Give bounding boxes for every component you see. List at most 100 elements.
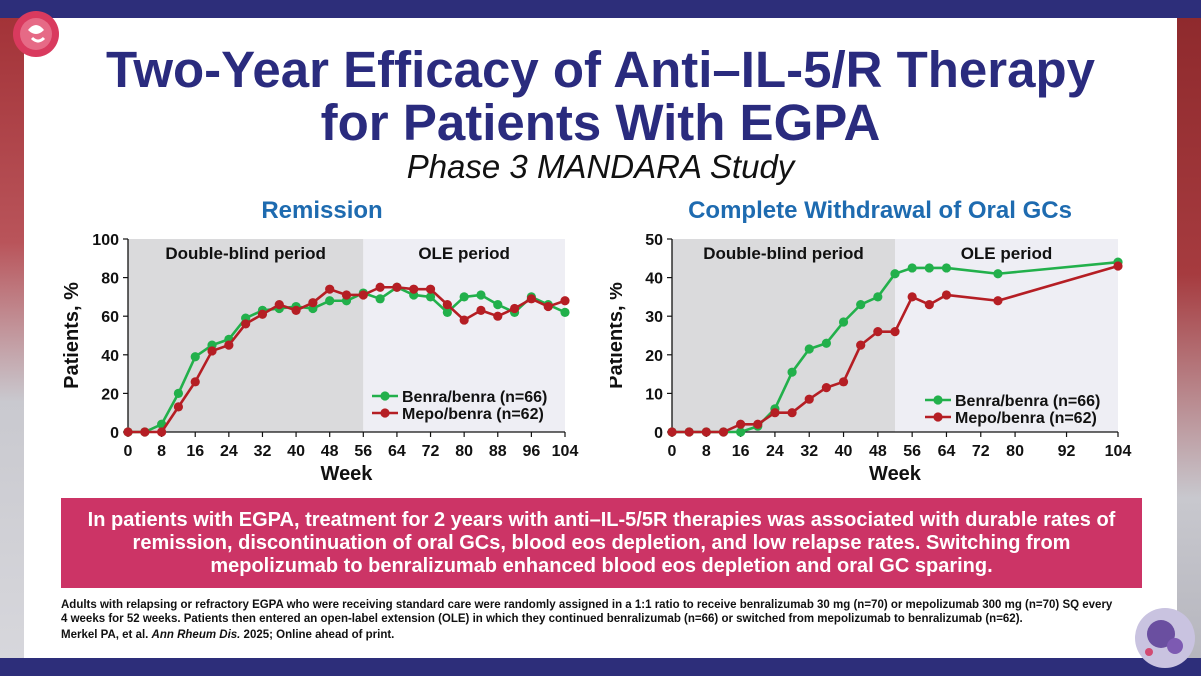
x-tick-label: 56 xyxy=(903,443,921,460)
region-ole xyxy=(363,239,565,432)
x-tick-label: 96 xyxy=(522,443,540,460)
left-decoration xyxy=(0,18,24,658)
data-point-mepo xyxy=(718,427,729,437)
data-point-benra xyxy=(787,367,797,377)
x-tick-label: 0 xyxy=(668,443,677,460)
x-tick-label: 104 xyxy=(552,443,579,460)
data-point-mepo xyxy=(392,282,402,292)
x-tick-label: 16 xyxy=(732,443,750,460)
y-tick-label: 40 xyxy=(101,348,119,365)
data-point-mepo xyxy=(526,294,536,304)
data-point-mepo xyxy=(821,383,831,393)
data-point-benra xyxy=(856,300,866,310)
y-tick-label: 30 xyxy=(645,309,663,326)
data-point-mepo xyxy=(787,408,797,418)
data-point-mepo xyxy=(941,290,952,300)
remission-chart: Double-blind period OLE period02040608010… xyxy=(61,232,579,485)
data-point-mepo xyxy=(476,305,486,316)
x-tick-label: 72 xyxy=(972,443,990,460)
x-tick-label: 40 xyxy=(835,443,853,460)
data-point-mepo xyxy=(173,402,184,412)
data-point-mepo xyxy=(123,427,133,437)
x-tick-label: 72 xyxy=(422,443,440,460)
slide-title-line1: Two-Year Efficacy of Anti–IL-5/R Therapy xyxy=(105,41,1096,98)
y-tick-label: 0 xyxy=(110,425,119,442)
citation: Merkel PA, et al. Ann Rheum Dis. 2025; O… xyxy=(61,628,1121,642)
gc-chart-title: Complete Withdrawal of Oral GCs xyxy=(688,197,1072,224)
y-axis-label: Patients, % xyxy=(61,282,83,389)
x-tick-label: 80 xyxy=(455,443,473,460)
data-point-mepo xyxy=(157,427,167,437)
y-tick-label: 60 xyxy=(101,309,119,326)
region-label: OLE period xyxy=(961,244,1053,263)
x-tick-label: 64 xyxy=(388,443,406,460)
y-tick-label: 20 xyxy=(645,348,663,365)
x-tick-label: 32 xyxy=(254,443,272,460)
x-tick-label: 8 xyxy=(157,443,166,460)
data-point-benra xyxy=(890,269,900,279)
x-axis-label: Week xyxy=(869,463,922,485)
x-tick-label: 24 xyxy=(220,443,238,460)
data-point-benra xyxy=(941,263,952,273)
data-point-mepo xyxy=(701,427,711,437)
data-point-mepo xyxy=(291,305,301,316)
data-point-mepo xyxy=(224,340,234,350)
x-tick-label: 48 xyxy=(321,443,339,460)
remission-chart-title: Remission xyxy=(261,197,383,224)
data-point-benra xyxy=(325,296,335,306)
key-finding-callout: In patients with EGPA, treatment for 2 y… xyxy=(61,498,1142,588)
legend-marker-mepo xyxy=(380,408,390,418)
data-point-mepo xyxy=(257,309,268,319)
x-tick-label: 104 xyxy=(1105,443,1132,460)
x-tick-label: 8 xyxy=(702,443,711,460)
data-point-mepo xyxy=(993,296,1003,306)
x-tick-label: 88 xyxy=(489,443,507,460)
data-point-benra xyxy=(821,338,831,348)
data-point-mepo xyxy=(560,296,570,306)
data-point-mepo xyxy=(442,300,452,310)
data-point-mepo xyxy=(684,427,694,437)
x-tick-label: 32 xyxy=(800,443,818,460)
data-point-mepo xyxy=(459,315,469,325)
bottom-band xyxy=(0,658,1201,676)
data-point-benra xyxy=(907,263,917,273)
right-decoration xyxy=(1177,18,1201,658)
x-tick-label: 40 xyxy=(287,443,305,460)
data-point-benra xyxy=(924,263,934,273)
y-tick-label: 100 xyxy=(92,232,119,249)
y-tick-label: 40 xyxy=(645,271,663,288)
data-point-mepo xyxy=(1113,261,1123,271)
data-point-mepo xyxy=(838,377,849,387)
x-axis-label: Week xyxy=(321,463,374,485)
y-tick-label: 0 xyxy=(654,425,663,442)
legend-marker-benra xyxy=(380,391,390,401)
data-point-benra xyxy=(425,292,436,302)
study-footnote: Adults with relapsing or refractory EGPA… xyxy=(61,599,1113,625)
data-point-benra xyxy=(476,290,486,300)
region-label: OLE period xyxy=(418,244,510,263)
y-tick-label: 10 xyxy=(645,386,663,403)
top-band xyxy=(0,0,1201,18)
logo-icon xyxy=(13,11,59,57)
data-point-mepo xyxy=(543,301,553,312)
legend-label-mepo: Mepo/benra (n=62) xyxy=(955,410,1097,427)
data-point-mepo xyxy=(770,408,780,418)
legend-marker-mepo xyxy=(933,412,943,422)
citation-rest: 2025; Online ahead of print. xyxy=(240,629,395,641)
legend-label-benra: Benra/benra (n=66) xyxy=(955,393,1100,410)
data-point-mepo xyxy=(190,377,200,387)
region-double_blind xyxy=(672,239,895,432)
data-point-benra xyxy=(493,300,503,310)
x-tick-label: 56 xyxy=(354,443,372,460)
region-label: Double-blind period xyxy=(703,244,864,263)
citation-authors: Merkel PA, et al. xyxy=(61,629,152,641)
x-tick-label: 48 xyxy=(869,443,887,460)
data-point-benra xyxy=(375,294,385,304)
data-point-mepo xyxy=(140,427,150,437)
data-point-mepo xyxy=(409,284,419,294)
data-point-mepo xyxy=(667,427,677,437)
data-point-benra xyxy=(190,352,200,362)
data-point-benra xyxy=(173,388,184,398)
data-point-mepo xyxy=(325,284,335,294)
gc-withdrawal-chart: Double-blind period OLE period 0 10 20 30 40 50… xyxy=(610,232,1132,485)
